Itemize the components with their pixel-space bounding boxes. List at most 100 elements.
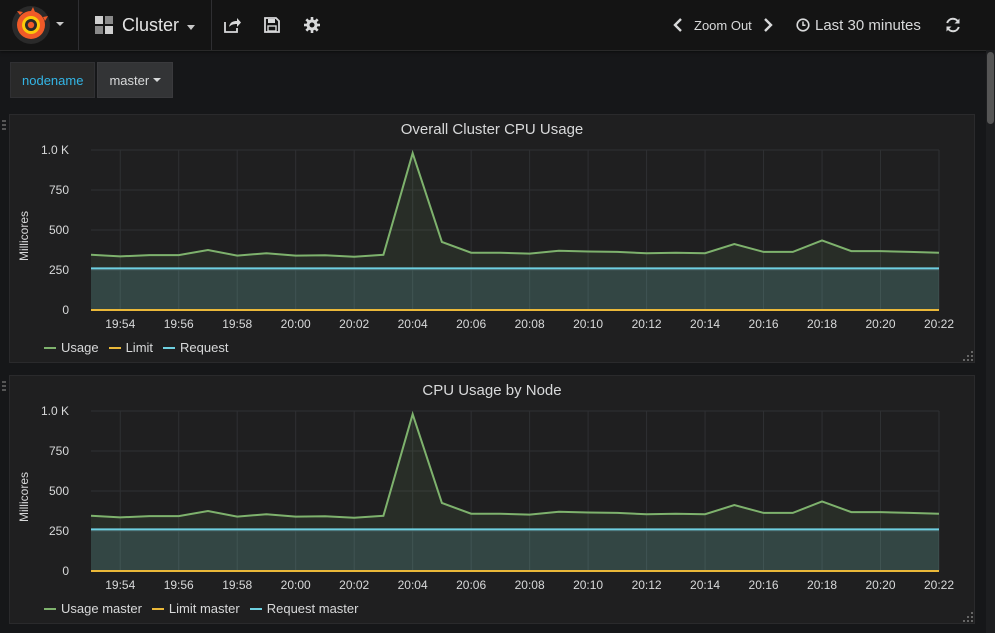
legend-label: Request master xyxy=(266,601,359,616)
legend-item-limit-master[interactable]: Limit master xyxy=(151,601,240,616)
zoom-out-button[interactable]: Zoom Out xyxy=(694,17,752,33)
x-tick-label: 20:16 xyxy=(749,317,779,331)
variable-label-nodename: nodename xyxy=(10,62,96,98)
series-area-usage xyxy=(91,153,939,310)
legend-item-usage-master[interactable]: Usage master xyxy=(44,601,142,616)
chevron-right-icon[interactable] xyxy=(762,18,774,32)
legend-item-request[interactable]: Request xyxy=(163,340,228,355)
chevron-left-icon[interactable] xyxy=(672,18,684,32)
legend-swatch xyxy=(249,607,262,610)
x-tick-label: 19:54 xyxy=(105,317,135,331)
x-tick-label: 20:08 xyxy=(515,317,545,331)
refresh-icon[interactable] xyxy=(944,16,962,34)
legend-swatch xyxy=(151,607,164,610)
dashboard-picker[interactable]: Cluster xyxy=(94,0,196,50)
legend-item-request-master[interactable]: Request master xyxy=(249,601,359,616)
x-tick-label: 20:22 xyxy=(924,317,954,331)
share-icon[interactable] xyxy=(222,15,242,35)
chevron-down-icon xyxy=(187,24,196,30)
x-tick-label: 20:10 xyxy=(573,578,603,592)
legend-label: Usage xyxy=(61,340,99,355)
series-line-usage xyxy=(90,149,940,258)
legend-label: Usage master xyxy=(61,601,142,616)
time-range-picker[interactable]: Last 30 minutes xyxy=(796,0,921,50)
page-scrollbar-track[interactable] xyxy=(986,50,995,633)
grafana-logo-icon xyxy=(12,6,50,44)
y-tick-label: 500 xyxy=(49,484,69,498)
time-range-label: Last 30 minutes xyxy=(815,16,921,34)
panel-resize-handle-icon[interactable] xyxy=(963,612,973,622)
legend-swatch xyxy=(108,346,121,349)
dashboard-title: Cluster xyxy=(122,14,180,35)
x-tick-label: 20:04 xyxy=(398,317,428,331)
top-navbar: Cluster Zoom Out Las xyxy=(0,0,995,51)
settings-gear-icon[interactable] xyxy=(302,15,322,35)
x-tick-label: 19:56 xyxy=(164,578,194,592)
row-drag-handle[interactable] xyxy=(2,381,6,393)
page-scrollbar-thumb[interactable] xyxy=(987,52,994,124)
series-area-request xyxy=(91,268,939,310)
legend-swatch xyxy=(44,607,56,610)
x-tick-label: 20:16 xyxy=(749,578,779,592)
navbar-divider xyxy=(78,0,79,50)
panel-title[interactable]: CPU Usage by Node xyxy=(422,382,562,399)
legend-swatch xyxy=(44,346,56,349)
y-tick-label: 250 xyxy=(49,524,69,538)
x-tick-label: 19:58 xyxy=(222,317,252,331)
graph-panel-cpu-by-node: CPU Usage by Node Millicores 0 250 500 750 1… xyxy=(9,375,975,624)
zoom-controls: Zoom Out xyxy=(672,0,774,50)
y-tick-label: 1.0 K xyxy=(41,143,69,157)
x-tick-label: 19:58 xyxy=(222,578,252,592)
series-line-usage-master xyxy=(90,410,940,519)
graph-legend: Usage Limit Request xyxy=(44,340,238,355)
grafana-menu-button[interactable] xyxy=(0,0,78,50)
save-icon[interactable] xyxy=(262,15,282,35)
x-tick-label: 19:56 xyxy=(164,317,194,331)
chevron-down-icon xyxy=(153,78,162,82)
x-tick-label: 20:22 xyxy=(924,578,954,592)
x-tick-label: 20:04 xyxy=(398,578,428,592)
x-tick-label: 20:06 xyxy=(456,317,486,331)
y-tick-label: 1.0 K xyxy=(41,404,69,418)
graph-panel-cluster-cpu: Overall Cluster CPU Usage Millicores 0 25… xyxy=(9,114,975,363)
y-tick-label: 500 xyxy=(49,223,69,237)
legend-item-limit[interactable]: Limit xyxy=(108,340,154,355)
variable-value: master xyxy=(109,72,150,88)
x-tick-label: 19:54 xyxy=(105,578,135,592)
legend-item-usage[interactable]: Usage xyxy=(44,340,99,355)
panel-title[interactable]: Overall Cluster CPU Usage xyxy=(400,121,584,138)
graph-plot-area[interactable]: 0 250 500 750 1.0 K 19:54 19:56 19:58 20:00 20:02… xyxy=(10,376,976,625)
x-tick-label: 20:18 xyxy=(807,578,837,592)
legend-swatch xyxy=(163,346,176,349)
x-tick-label: 20:00 xyxy=(281,317,311,331)
template-variables: nodename master xyxy=(10,62,174,98)
y-tick-label: 0 xyxy=(62,303,69,317)
navbar-divider xyxy=(211,0,212,50)
x-tick-label: 20:18 xyxy=(807,317,837,331)
row-drag-handle[interactable] xyxy=(2,120,6,132)
x-tick-label: 20:20 xyxy=(866,578,896,592)
x-tick-label: 20:12 xyxy=(632,578,662,592)
y-tick-label: 750 xyxy=(49,183,69,197)
x-tick-label: 20:12 xyxy=(632,317,662,331)
legend-label: Limit master xyxy=(168,601,240,616)
y-tick-label: 750 xyxy=(49,444,69,458)
graph-plot-area[interactable]: 0 250 500 750 1.0 K 19:54 19:56 19:58 20:00 20:02… xyxy=(10,115,976,364)
chevron-down-icon xyxy=(56,22,64,26)
y-tick-label: 250 xyxy=(49,263,69,277)
clock-icon xyxy=(796,18,810,32)
y-tick-label: 0 xyxy=(62,564,69,578)
x-tick-label: 20:08 xyxy=(515,578,545,592)
x-tick-label: 20:10 xyxy=(573,317,603,331)
legend-label: Limit xyxy=(125,340,154,355)
x-tick-label: 20:20 xyxy=(866,317,896,331)
legend-label: Request xyxy=(180,340,229,355)
x-tick-label: 20:06 xyxy=(456,578,486,592)
variable-select-nodename[interactable]: master xyxy=(97,62,174,98)
x-tick-label: 20:14 xyxy=(690,578,720,592)
series-area-request-master xyxy=(91,529,939,571)
panel-resize-handle-icon[interactable] xyxy=(963,351,973,361)
x-tick-label: 20:02 xyxy=(339,317,369,331)
x-tick-label: 20:00 xyxy=(281,578,311,592)
graph-legend: Usage master Limit master Request master xyxy=(44,601,368,616)
